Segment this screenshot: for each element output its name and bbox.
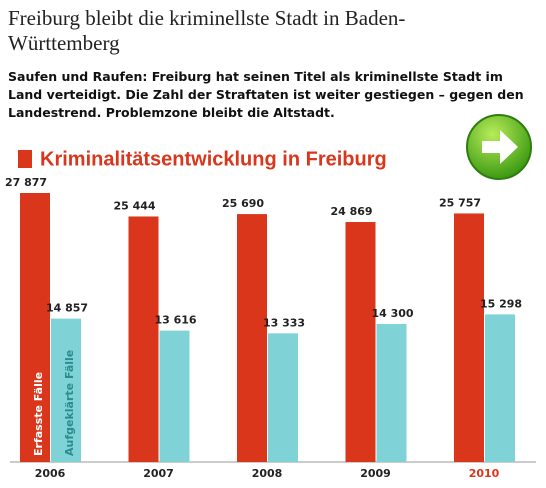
bar <box>159 330 190 462</box>
value-label: 25 444 <box>113 199 155 212</box>
bar <box>128 216 159 462</box>
value-label: 14 857 <box>46 302 88 315</box>
x-tick-label: 2007 <box>143 467 174 480</box>
value-label: 13 616 <box>154 314 196 327</box>
arrow-icon[interactable] <box>482 130 518 164</box>
bar <box>20 193 50 462</box>
headline: Freiburg bleibt die kriminellste Stadt i… <box>8 6 406 55</box>
value-label: 24 869 <box>330 205 372 218</box>
value-label: 14 300 <box>371 307 413 320</box>
value-label: 15 298 <box>480 297 522 310</box>
bar <box>345 222 376 462</box>
value-label: 13 333 <box>263 316 305 329</box>
x-tick-label: 2008 <box>252 467 283 480</box>
bar <box>485 314 515 462</box>
chart-title: Kriminalitätsentwicklung in Freiburg <box>40 148 387 170</box>
x-tick-label: 2009 <box>360 467 391 480</box>
value-label: 25 757 <box>439 196 481 209</box>
chart: Kriminalitätsentwicklung in Freiburg 27 … <box>5 148 536 480</box>
bar <box>237 214 267 462</box>
legend-label: Erfasste Fälle <box>32 372 45 456</box>
bar <box>51 318 81 462</box>
x-tick-label: 2010 <box>469 467 500 480</box>
bar <box>376 324 407 462</box>
next-button[interactable] <box>464 112 534 182</box>
title-marker <box>18 150 32 168</box>
legend-label: Aufgeklärte Fälle <box>63 350 76 456</box>
value-label: 27 877 <box>5 176 47 189</box>
lead-text: Saufen und Raufen: Freiburg hat seinen T… <box>8 69 524 120</box>
bar <box>268 333 298 462</box>
value-label: 25 690 <box>222 197 264 210</box>
x-tick-label: 2006 <box>35 467 66 480</box>
bar <box>454 213 484 462</box>
